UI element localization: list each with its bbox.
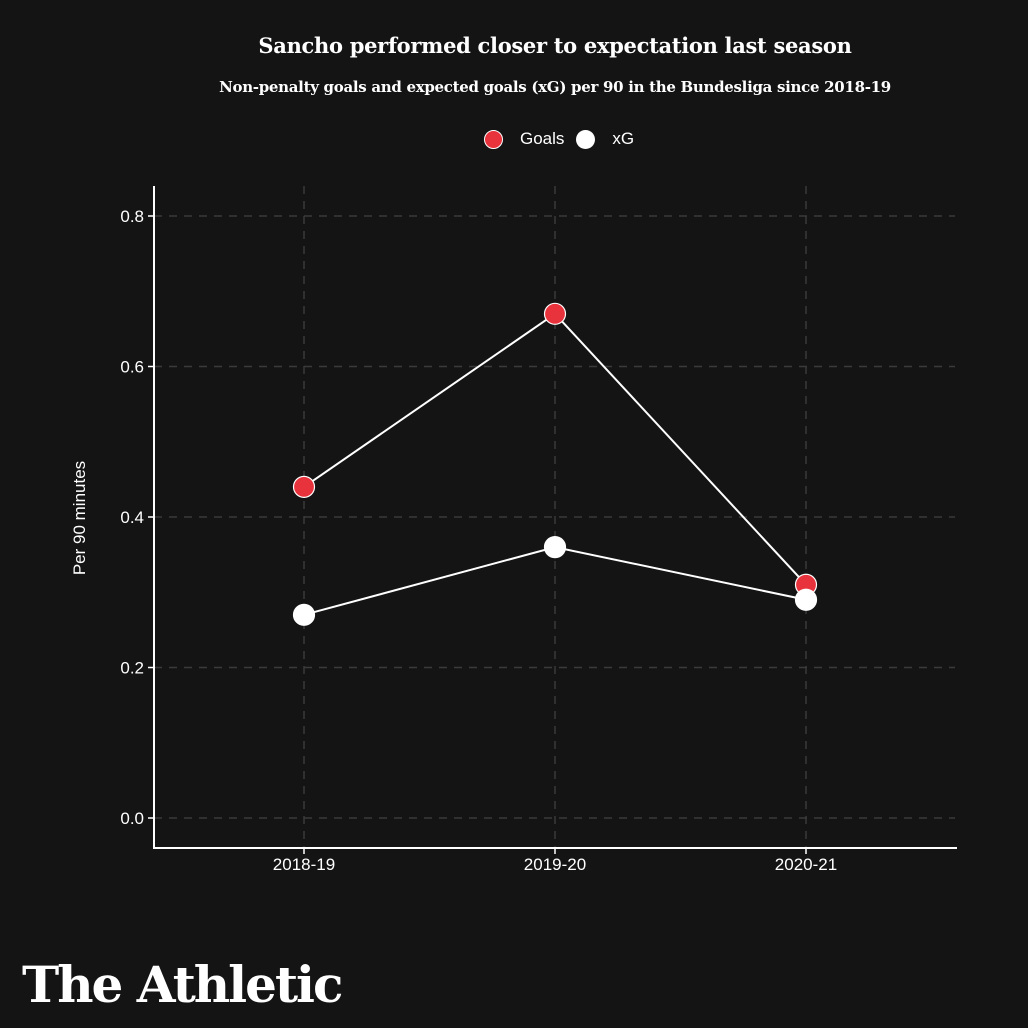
x-tick-label: 2018-19 xyxy=(273,855,335,874)
legend-goals-marker xyxy=(484,129,503,149)
legend-xg-label: xG xyxy=(612,129,635,148)
y-tick-label: 0.8 xyxy=(120,207,144,226)
y-tick-label: 0.2 xyxy=(120,659,144,678)
the-athletic-logo: The Athletic xyxy=(22,955,343,1014)
x-tick-label: 2019-20 xyxy=(524,855,586,874)
y-tick-label: 0.4 xyxy=(120,508,144,527)
y-tick-label: 0.6 xyxy=(120,358,144,377)
series-points xyxy=(292,302,818,626)
legend-goals-label: Goals xyxy=(520,129,565,148)
data-point-xg-2018-19 xyxy=(292,603,316,626)
x-tick-label: 2020-21 xyxy=(775,855,837,874)
data-point-goals-2019-20 xyxy=(543,302,567,325)
data-point-goals-2018-19 xyxy=(292,475,316,498)
data-point-xg-2019-20 xyxy=(543,535,567,559)
y-tick-label: 0.0 xyxy=(120,809,144,828)
data-point-xg-2020-21 xyxy=(794,588,818,611)
grid xyxy=(154,186,955,848)
tick-labels: 0.0 0.2 0.4 0.6 0.8 2018-19 2019-20 2020-21 xyxy=(120,207,837,874)
legend-xg-marker xyxy=(576,129,596,149)
chart-subtitle: Non-penalty goals and expected goals (xG… xyxy=(219,78,891,96)
legend: Goals xG xyxy=(484,129,646,149)
y-axis-label: Per 90 minutes xyxy=(70,461,89,575)
chart-title: Sancho performed closer to expectation l… xyxy=(258,33,852,58)
